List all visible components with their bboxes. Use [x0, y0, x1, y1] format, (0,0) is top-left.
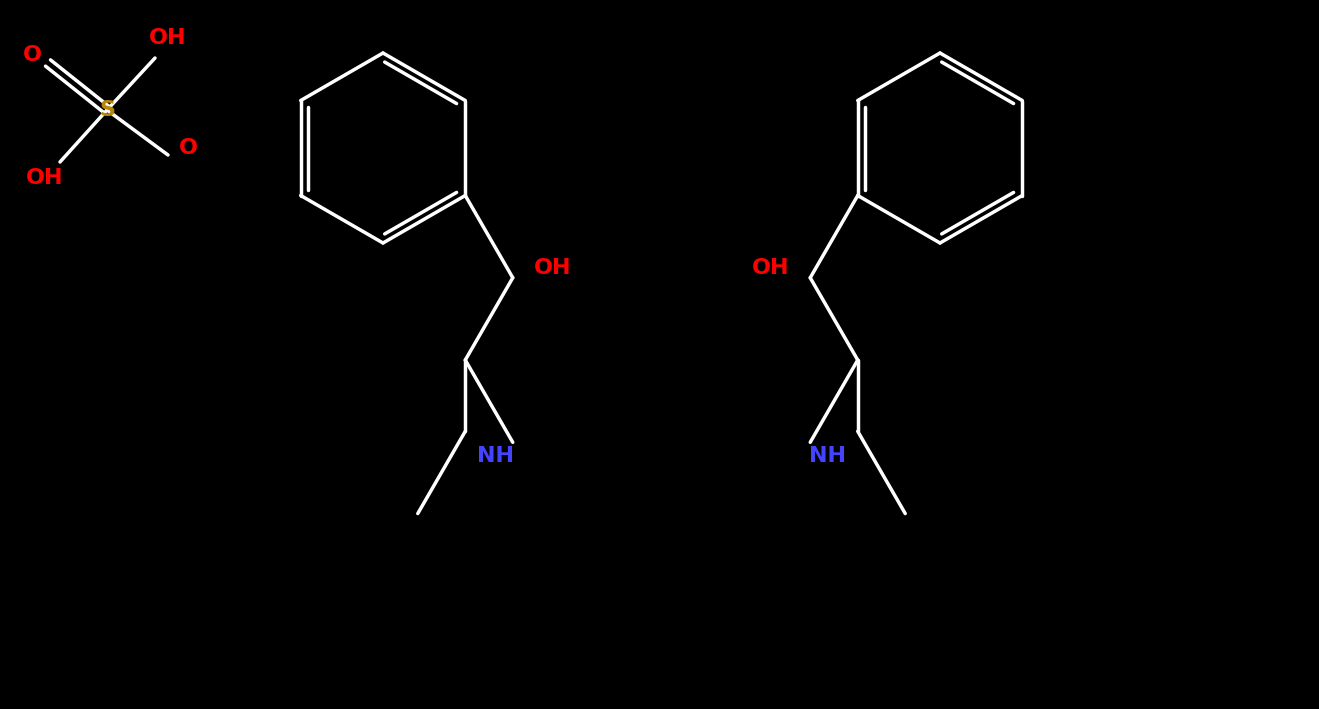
Text: OH: OH — [534, 258, 571, 278]
Text: OH: OH — [752, 258, 789, 278]
Text: OH: OH — [149, 28, 187, 48]
Text: O: O — [178, 138, 198, 158]
Text: O: O — [22, 45, 41, 65]
Text: NH: NH — [810, 446, 847, 467]
Text: S: S — [99, 100, 115, 120]
Text: OH: OH — [26, 168, 63, 188]
Text: NH: NH — [476, 446, 514, 467]
